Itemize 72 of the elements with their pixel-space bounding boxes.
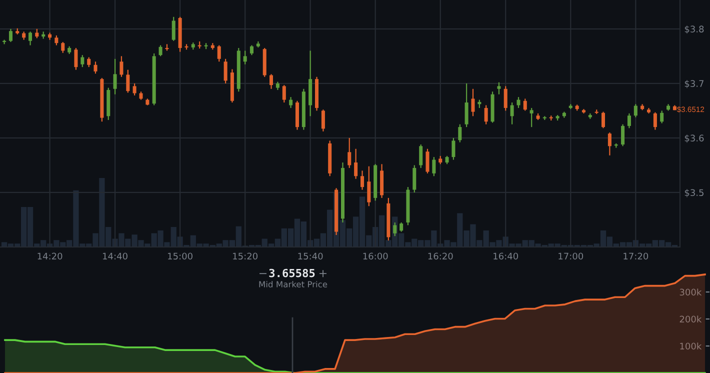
candlestick — [504, 86, 508, 112]
x-tick-label: 16:40 — [494, 252, 518, 260]
candlestick — [2, 39, 6, 45]
candlestick — [348, 137, 352, 168]
candlestick — [8, 28, 12, 43]
candlestick — [634, 104, 638, 118]
candlestick — [497, 82, 501, 95]
candlestick — [484, 104, 488, 125]
y-tick-label: 300k — [680, 288, 702, 296]
x-tick-label: 15:20 — [233, 252, 258, 260]
candlestick — [452, 137, 456, 160]
candlestick — [74, 47, 78, 70]
annotation: + — [320, 270, 326, 278]
candlestick — [516, 96, 520, 109]
candlestick — [217, 44, 221, 62]
candlestick — [289, 96, 293, 109]
candlestick — [412, 164, 416, 194]
candlestick — [360, 170, 364, 190]
candlestick — [113, 58, 117, 95]
annotation: − — [260, 273, 266, 274]
x-tick-label: 17:20 — [624, 252, 648, 260]
candlestick — [54, 34, 58, 46]
candlestick — [608, 132, 612, 156]
candlestick — [172, 16, 176, 42]
y-tick-label: $3.6 — [684, 134, 704, 143]
candlestick — [120, 56, 124, 78]
candlestick — [653, 112, 657, 130]
candlestick — [464, 82, 468, 128]
candlestick — [28, 31, 32, 46]
candlestick — [321, 109, 325, 132]
candlestick — [627, 112, 631, 129]
candlestick — [250, 44, 254, 56]
candlestick — [601, 111, 606, 129]
candlestick — [80, 54, 84, 68]
candlestick — [35, 28, 39, 39]
x-tick-label: 15:40 — [298, 252, 323, 260]
candlestick — [523, 98, 527, 112]
candlestick — [419, 144, 423, 168]
x-tick-label: 16:20 — [428, 252, 453, 260]
x-tick-label: 14:20 — [38, 252, 62, 260]
candlestick — [432, 156, 436, 177]
y-tick-label: $3.7 — [684, 80, 704, 88]
candlestick — [471, 88, 475, 117]
candlestick — [367, 166, 371, 207]
candlestick — [132, 82, 136, 96]
candlestick — [282, 84, 286, 104]
y-tick-label: $3.8 — [684, 25, 704, 34]
candlestick — [621, 124, 625, 147]
candlestick — [270, 74, 274, 90]
y-tick-label: $3.5 — [684, 189, 704, 198]
candlestick — [660, 110, 664, 124]
candlestick — [426, 148, 430, 174]
candlestick — [243, 50, 247, 65]
annotation: Mid Market Price — [259, 280, 328, 288]
annotation: 3.65585 — [269, 268, 315, 278]
candlestick — [87, 56, 91, 68]
y-tick-label: 100k — [680, 342, 702, 350]
candlestick — [530, 107, 534, 128]
candlestick — [354, 148, 358, 180]
candlestick — [158, 44, 162, 57]
candlestick — [61, 41, 65, 54]
x-tick-label: 16:00 — [363, 252, 388, 260]
candlestick — [400, 222, 404, 232]
candlestick — [94, 61, 98, 74]
x-tick-label: 15:00 — [168, 252, 192, 260]
x-tick-label: 17:00 — [558, 252, 584, 260]
candlestick — [458, 124, 462, 143]
x-tick-label: 14:40 — [103, 252, 128, 260]
candlestick — [224, 58, 228, 84]
y-tick-label: 200k — [680, 316, 702, 323]
candlestick — [126, 69, 130, 94]
candlestick — [510, 102, 514, 125]
